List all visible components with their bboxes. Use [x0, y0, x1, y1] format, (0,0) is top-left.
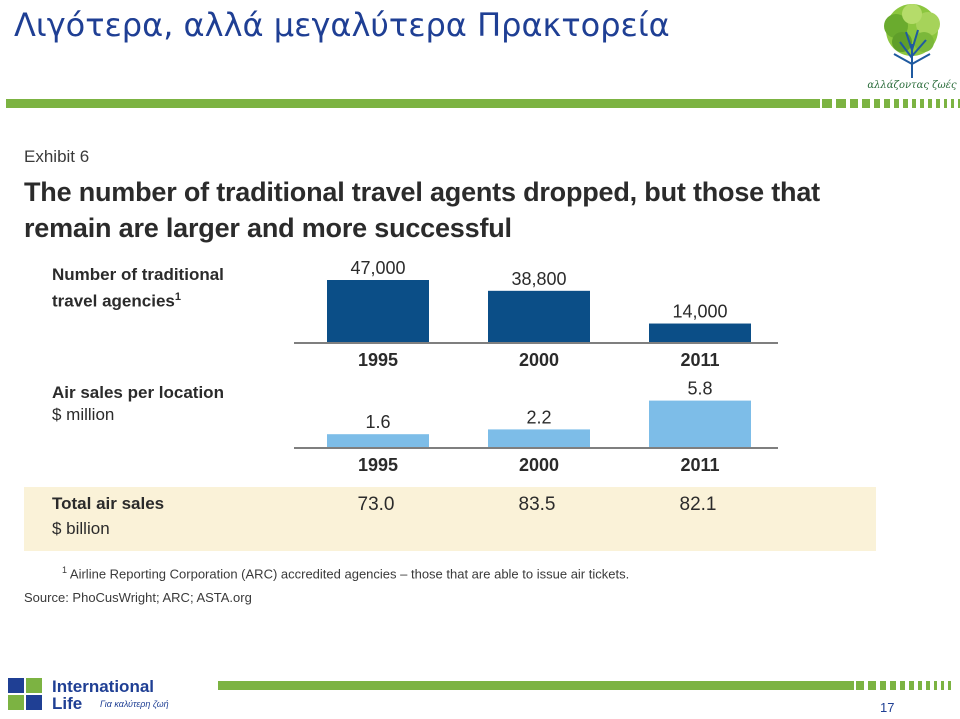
divider-stripe [884, 99, 890, 108]
divider-stripe [868, 681, 876, 690]
exhibit-label: Exhibit 6 [24, 147, 90, 166]
footer-divider-bar [218, 681, 854, 690]
air-sales-value-label-2011: 5.8 [687, 379, 712, 399]
air-sales-bar-2000 [488, 429, 590, 447]
agencies-year-label-2011: 2011 [680, 350, 719, 370]
total-air-sales-title: Total air sales [52, 494, 165, 513]
divider-stripe [880, 681, 886, 690]
brand-name-line1: International [52, 677, 155, 696]
divider-stripe [850, 99, 858, 108]
total-value-1995: 73.0 [357, 494, 395, 515]
agencies-chart-title-text: Number of traditional travel agencies [52, 265, 224, 311]
brand-tagline: Για καλύτερη ζωή [100, 699, 169, 709]
footnote-text: Airline Reporting Corporation (ARC) accr… [69, 566, 630, 582]
total-value-2011: 82.1 [679, 494, 717, 515]
divider-stripe [926, 681, 930, 690]
air-sales-chart-unit: $ million [52, 405, 115, 424]
divider-stripe [958, 99, 960, 108]
air-sales-value-label-1995: 1.6 [365, 412, 390, 432]
air-sales-bar-1995 [327, 434, 429, 447]
tree-trunk [893, 29, 931, 78]
total-air-sales-band [24, 487, 876, 551]
divider-stripe [836, 99, 846, 108]
air-sales-year-label-1995: 1995 [358, 455, 398, 475]
divider-stripe [948, 681, 951, 690]
source-note: Source: PhoCusWright; ARC; ASTA.org [24, 590, 252, 605]
footnote: 1 Airline Reporting Corporation (ARC) ac… [62, 565, 629, 581]
divider-stripe [918, 681, 922, 690]
agencies-chart-footnote-mark: 1 [174, 291, 181, 303]
agencies-year-label-2000: 2000 [519, 350, 559, 370]
divider-stripe [862, 99, 870, 108]
divider-stripe [909, 681, 914, 690]
divider-stripe [928, 99, 932, 108]
agencies-year-label-1995: 1995 [358, 350, 398, 370]
divider-stripe [934, 681, 937, 690]
tree-logo-icon [884, 4, 940, 78]
agencies-value-label-1995: 47,000 [350, 258, 405, 278]
slide-title: Λιγότερα, αλλά μεγαλύτερα Πρακτορεία [14, 6, 670, 44]
footnote-mark: 1 [62, 565, 68, 575]
divider-stripe [903, 99, 908, 108]
exhibit-headline: The number of traditional travel agents … [24, 177, 820, 243]
tree-canopy [884, 4, 940, 56]
divider-stripe [822, 99, 832, 108]
agencies-value-label-2011: 14,000 [672, 302, 727, 322]
air-sales-year-label-2000: 2000 [519, 455, 559, 475]
divider-stripe [894, 99, 899, 108]
header-divider-bar [6, 99, 820, 108]
total-value-2000: 83.5 [518, 494, 556, 515]
page-number: 17 [880, 700, 895, 715]
divider-stripe [912, 99, 916, 108]
total-air-sales-unit: $ billion [52, 519, 110, 538]
agencies-bar-1995 [327, 280, 429, 342]
air-sales-bar-2011 [649, 400, 751, 447]
international-life-logo-icon [8, 678, 42, 710]
air-sales-value-label-2000: 2.2 [526, 407, 551, 427]
divider-stripe [900, 681, 905, 690]
logo-tagline: αλλάζοντας ζωές [867, 80, 957, 91]
divider-stripe [941, 681, 944, 690]
agencies-bar-2011 [649, 323, 751, 342]
air-sales-year-label-2011: 2011 [680, 455, 719, 475]
agencies-chart-title: Number of traditional travel agencies1 [52, 264, 252, 313]
header-divider-stripes [822, 99, 960, 108]
divider-stripe [920, 99, 924, 108]
divider-stripe [856, 681, 864, 690]
divider-stripe [951, 99, 954, 108]
bar-charts: 47,000 1995 38,800 2000 14,000 2011 1.6 1995 2.2… [294, 258, 778, 475]
divider-stripe [944, 99, 947, 108]
agencies-bar-2000 [488, 290, 590, 342]
divider-stripe [890, 681, 896, 690]
air-sales-chart-title: Air sales per location [52, 383, 224, 402]
brand-name: International Life [52, 678, 154, 712]
footer-divider-stripes [856, 681, 956, 690]
divider-stripe [936, 99, 940, 108]
brand-name-line2: Life [52, 694, 83, 713]
agencies-value-label-2000: 38,800 [511, 269, 566, 289]
divider-stripe [874, 99, 880, 108]
